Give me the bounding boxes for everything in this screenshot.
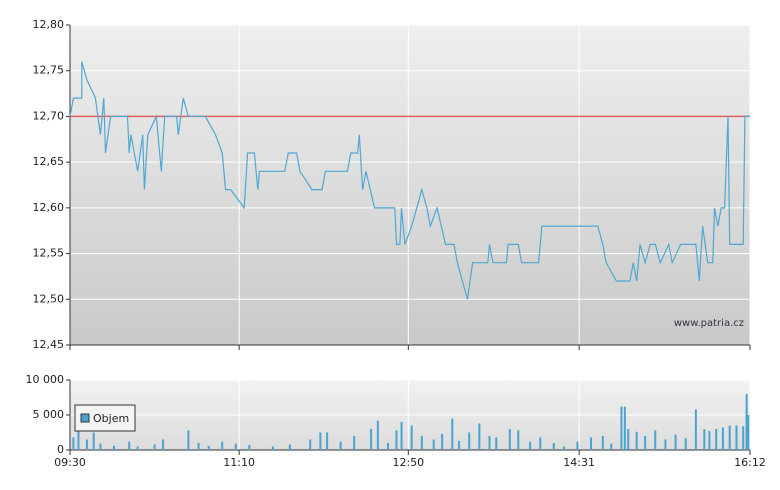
volume-bar [353,436,356,450]
volume-bar [552,443,555,450]
volume-bar [576,441,579,450]
volume-bar [478,423,481,450]
volume-bar [92,432,95,450]
volume-bar [458,440,461,450]
y-tick-label: 12,65 [33,155,65,168]
volume-bar [410,425,413,450]
volume-bar [309,439,312,450]
volume-bar [72,437,75,450]
y-tick-label: 12,45 [33,338,65,351]
volume-bar [395,430,398,450]
volume-bar [589,437,592,450]
volume-bar [376,420,379,450]
volume-bar [339,441,342,450]
y-tick-label: 10 000 [26,373,65,386]
y-tick-label: 12,60 [33,201,65,214]
volume-bar [153,444,156,450]
y-tick-label: 12,75 [33,64,65,77]
volume-bar [136,446,139,450]
volume-bar [288,444,291,450]
volume-bar [703,429,706,450]
volume-bar [197,443,200,450]
volume-bar [112,445,115,450]
volume-bar [128,441,131,450]
legend-label: Objem [93,412,129,425]
volume-bar [745,394,748,450]
volume-bar [694,409,697,450]
volume-bar [271,446,274,450]
x-tick-label: 09:30 [54,456,86,469]
volume-bar [684,438,687,450]
y-tick-label: 5 000 [33,408,65,421]
legend-swatch [80,413,90,423]
volume-bar [539,437,542,450]
volume-bar [708,431,711,450]
volume-bar [77,429,80,450]
volume-bar [627,429,630,450]
volume-bar [441,433,444,450]
y-tick-label: 0 [57,443,64,456]
y-tick-label: 12,50 [33,292,65,305]
volume-bar [495,437,498,450]
volume-bar [370,429,373,450]
volume-bar [400,422,403,450]
volume-bar [721,427,724,450]
volume-bar [387,443,390,450]
volume-bar [728,425,731,450]
volume-bar [451,418,454,450]
volume-bar [601,436,604,450]
volume-bar [468,432,471,450]
volume-bar [187,430,190,450]
volume-bar [620,406,623,450]
volume-bar [248,445,251,450]
y-tick-label: 12,70 [33,109,65,122]
volume-bar [488,436,491,450]
volume-bar [221,441,224,450]
volume-bar [326,432,329,450]
x-tick-label: 16:12 [734,456,766,469]
volume-bar [742,426,745,450]
volume-bar [562,446,565,450]
volume-bar [432,439,435,450]
volume-bar [610,443,613,450]
volume-bar [635,431,638,450]
volume-bar [529,441,532,450]
watermark: www.patria.cz [674,318,744,329]
volume-bar [319,432,322,450]
y-tick-label: 12,55 [33,247,65,260]
volume-bar [674,434,677,450]
x-tick-label: 12:50 [392,456,424,469]
volume-bar [85,439,88,450]
volume-bar [644,436,647,450]
volume-bar [162,439,165,450]
volume-bar [654,430,657,450]
volume-bar [508,429,511,450]
plot-area [70,25,750,345]
volume-bar [517,430,520,450]
volume-bar [735,425,738,450]
volume-bar [623,406,626,450]
x-tick-label: 14:31 [563,456,595,469]
volume-bar [99,443,102,450]
volume-bar [234,443,237,450]
volume-bar [715,429,718,450]
y-tick-label: 12,80 [33,18,65,31]
price-line [69,61,750,300]
x-tick-label: 11:10 [223,456,255,469]
volume-bar [664,439,667,450]
volume-bar [207,445,210,450]
volume-bar [420,436,423,450]
volume-bar [747,415,750,450]
